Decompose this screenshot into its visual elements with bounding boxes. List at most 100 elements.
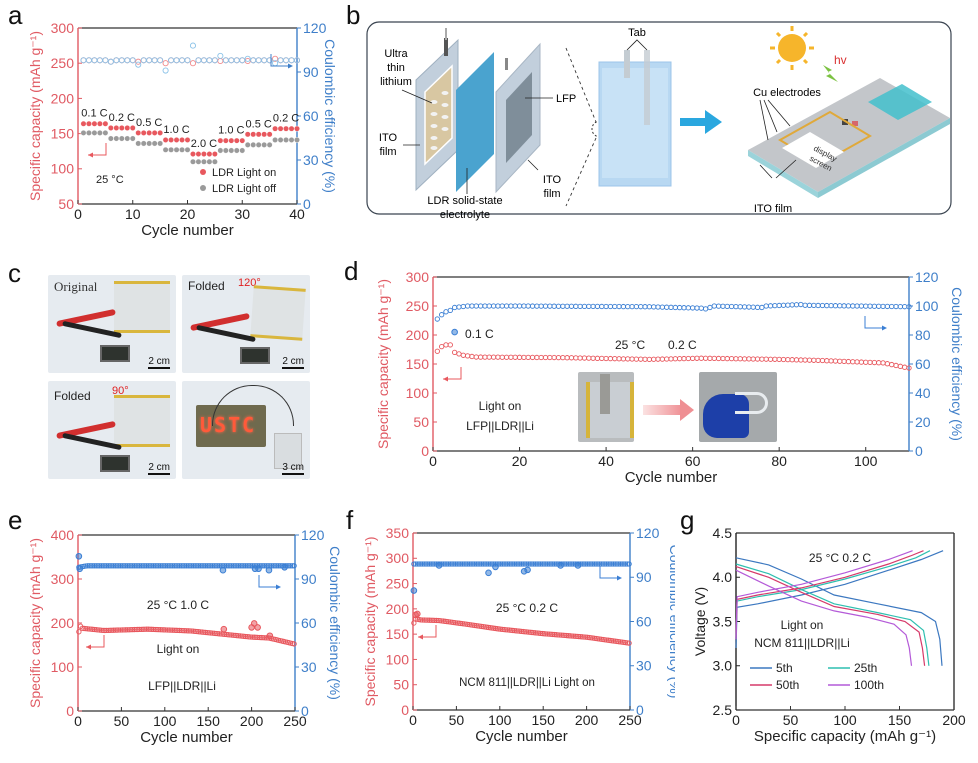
data-point — [555, 303, 562, 309]
data-point — [135, 129, 142, 136]
data-point — [168, 627, 174, 633]
y2-tick-label: 0 — [303, 196, 311, 212]
data-point — [581, 634, 587, 640]
data-point — [274, 563, 280, 569]
data-point-outlier — [557, 562, 564, 569]
data-point — [131, 626, 138, 633]
data-point — [159, 627, 165, 633]
cell-annotation: LFP||LDR||Li — [466, 419, 534, 433]
data-point — [724, 355, 730, 362]
data-point — [544, 561, 551, 567]
data-point — [184, 137, 191, 143]
data-point — [175, 563, 181, 569]
data-point — [428, 561, 434, 567]
x-tick-label: 0 — [409, 712, 417, 728]
data-point — [651, 356, 657, 362]
data-point — [655, 304, 661, 310]
data-point — [534, 354, 540, 361]
ito-film-left — [415, 28, 459, 192]
data-point — [124, 627, 131, 633]
data-point — [841, 358, 847, 365]
data-point — [197, 563, 204, 569]
data-point — [190, 563, 197, 569]
data-point — [591, 561, 598, 567]
data-point — [522, 561, 528, 567]
data-point — [516, 354, 523, 360]
data-point — [685, 355, 691, 362]
data-point — [439, 343, 445, 350]
data-point — [102, 563, 108, 569]
y2-axis-title: Coulombic efficiency (%) — [667, 545, 675, 699]
data-point — [858, 359, 865, 365]
data-point — [124, 563, 131, 569]
data-point — [581, 303, 588, 310]
data-point — [239, 633, 245, 639]
data-point — [499, 626, 506, 633]
data-point — [291, 641, 297, 647]
data-point — [76, 629, 82, 635]
data-point — [164, 627, 171, 633]
data-point — [623, 561, 629, 567]
data-point — [135, 563, 141, 569]
data-point — [189, 628, 195, 634]
data-point — [685, 305, 691, 311]
x-tick-label: 200 — [240, 713, 264, 729]
y2-tick-label: 100 — [915, 298, 939, 314]
y-tick-label: 150 — [51, 126, 75, 142]
data-point — [609, 561, 615, 567]
data-point — [880, 360, 886, 366]
data-point — [728, 356, 735, 362]
data-point — [260, 635, 266, 641]
data-point — [217, 137, 224, 144]
panel-letter-d: d — [344, 256, 359, 286]
curve-100th-discharge — [735, 569, 913, 666]
data-point — [211, 57, 218, 64]
data-point — [110, 627, 117, 633]
data-point — [217, 57, 224, 65]
data-point — [133, 626, 139, 633]
data-point — [754, 304, 761, 310]
data-point — [537, 630, 544, 637]
data-point — [251, 634, 257, 640]
data-point — [553, 632, 559, 638]
data-point — [531, 629, 537, 636]
data-point — [570, 633, 577, 639]
data-point — [192, 628, 198, 635]
data-point — [563, 561, 570, 567]
black-clip — [62, 432, 122, 451]
data-point — [113, 135, 120, 142]
data-point — [168, 137, 174, 143]
data-point — [223, 631, 230, 638]
data-point — [482, 561, 488, 567]
data-point — [113, 57, 120, 64]
data-point — [884, 303, 891, 310]
data-point — [459, 561, 466, 567]
data-point — [412, 561, 419, 567]
data-point — [283, 137, 289, 143]
data-point-outlier — [220, 625, 228, 633]
data-point — [421, 617, 427, 623]
data-point — [534, 561, 540, 567]
left-axis-arrow — [88, 143, 107, 156]
data-point — [119, 563, 125, 569]
data-point — [579, 634, 585, 640]
x-tick-label: 150 — [532, 712, 556, 728]
data-point — [217, 147, 224, 154]
data-point — [233, 57, 240, 64]
y2-axis-title: Coulombic efficiency (%) — [322, 39, 338, 193]
data-point — [456, 351, 462, 357]
data-point-outlier — [75, 552, 83, 560]
data-point — [490, 354, 497, 360]
data-point — [109, 563, 115, 569]
data-point — [595, 561, 601, 567]
data-point — [655, 356, 661, 362]
temperature-annotation: 25 °C — [615, 338, 645, 352]
battery-image — [250, 285, 306, 341]
data-point — [733, 356, 739, 362]
rate-label: 0.2 C — [109, 112, 135, 124]
data-point — [532, 630, 539, 636]
data-point — [694, 305, 700, 311]
data-point — [583, 561, 589, 567]
x-tick-label: 150 — [888, 712, 912, 728]
data-point — [419, 617, 426, 623]
